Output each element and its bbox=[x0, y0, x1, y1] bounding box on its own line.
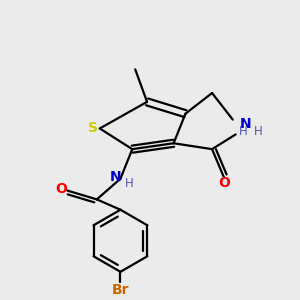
Text: H: H bbox=[125, 177, 134, 190]
Text: H: H bbox=[254, 125, 263, 138]
Text: O: O bbox=[218, 176, 230, 190]
Text: S: S bbox=[88, 122, 98, 136]
Text: N: N bbox=[240, 117, 252, 131]
Text: H: H bbox=[239, 125, 248, 138]
Text: O: O bbox=[56, 182, 67, 196]
Text: N: N bbox=[110, 170, 122, 184]
Text: Br: Br bbox=[112, 283, 129, 297]
